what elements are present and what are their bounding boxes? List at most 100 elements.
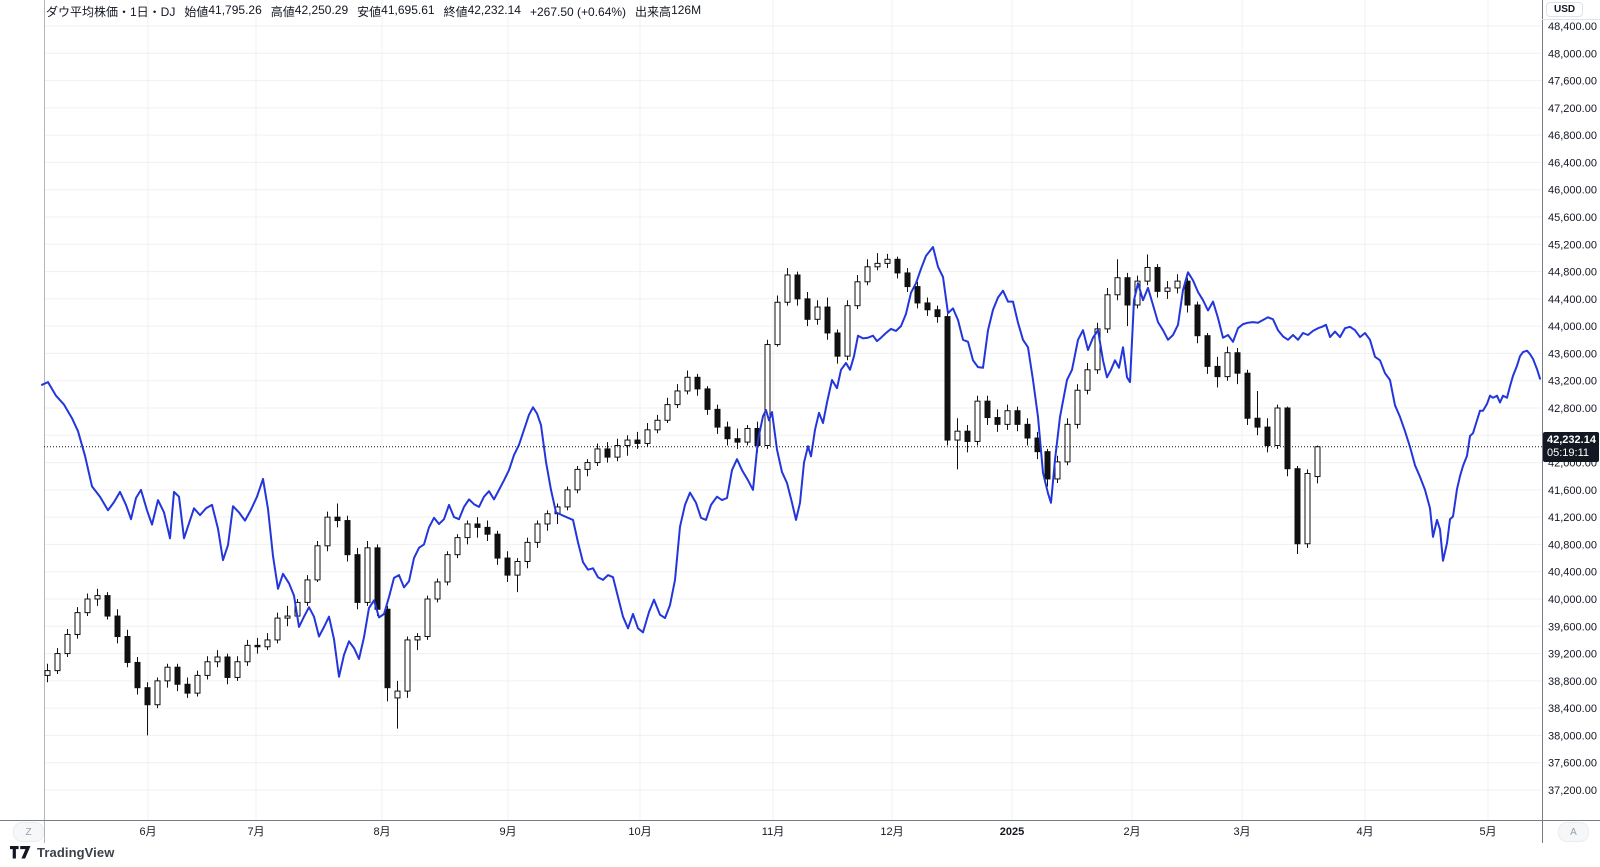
candlestick-series[interactable] (44, 253, 1321, 736)
candle-down (934, 309, 941, 318)
candle-up (624, 439, 631, 447)
candle-up (864, 266, 871, 283)
svg-text:48,000.00: 48,000.00 (1548, 48, 1597, 60)
svg-text:47,600.00: 47,600.00 (1548, 76, 1597, 88)
svg-text:46,000.00: 46,000.00 (1548, 185, 1597, 197)
candle-down (1204, 335, 1211, 367)
candle-down (1024, 423, 1031, 439)
time-axis[interactable]: 6月 7月 8月 9月 10月 11月 12月 2025 2月 3月 4月 5月 (139, 826, 1496, 838)
svg-text:45,200.00: 45,200.00 (1548, 239, 1597, 251)
svg-text:43,600.00: 43,600.00 (1548, 348, 1597, 360)
candle-up (814, 306, 821, 320)
candle-up (744, 427, 751, 443)
candle-down (114, 615, 121, 638)
candle-up (644, 429, 651, 444)
candle-down (714, 408, 721, 428)
candle-down (914, 286, 921, 304)
auto-scale-button[interactable]: A (1558, 822, 1589, 842)
svg-text:44,800.00: 44,800.00 (1548, 267, 1597, 279)
candle-down (994, 417, 1001, 425)
svg-text:38,400.00: 38,400.00 (1548, 703, 1597, 715)
svg-text:46,800.00: 46,800.00 (1548, 130, 1597, 142)
candle-up (434, 581, 441, 600)
svg-text:11月: 11月 (762, 826, 784, 838)
candle-up (264, 639, 271, 648)
svg-text:48,400.00: 48,400.00 (1548, 21, 1597, 33)
candle-down (1124, 277, 1131, 306)
svg-text:5月: 5月 (1479, 826, 1496, 838)
svg-text:3月: 3月 (1233, 826, 1250, 838)
candle-up (44, 670, 51, 676)
candle-up (974, 400, 981, 442)
candle-up (214, 656, 221, 663)
tradingview-logo-text: TradingView (37, 845, 115, 860)
tradingview-logo-icon (10, 846, 31, 859)
candle-down (224, 656, 231, 678)
svg-text:43,200.00: 43,200.00 (1548, 376, 1597, 388)
countdown-timer: 05:19:11 (1547, 447, 1590, 459)
candle-down (354, 554, 361, 603)
candle-up (314, 545, 321, 581)
candle-up (324, 516, 331, 547)
candle-down (1244, 372, 1251, 419)
candle-down (494, 533, 501, 559)
open-value: 始値 41,795.26 (184, 3, 262, 19)
time-axis-z-button[interactable]: Z (13, 822, 44, 842)
candle-up (1114, 277, 1121, 296)
svg-text:39,200.00: 39,200.00 (1548, 649, 1597, 661)
tradingview-logo[interactable]: TradingView (10, 845, 114, 860)
svg-text:37,200.00: 37,200.00 (1548, 785, 1597, 797)
candle-up (154, 680, 161, 706)
candle-down (1194, 304, 1201, 337)
svg-text:8月: 8月 (373, 826, 390, 838)
candle-down (724, 426, 731, 440)
candle-down (1254, 417, 1261, 428)
candle-down (964, 430, 971, 442)
candle-up (194, 674, 201, 694)
svg-text:6月: 6月 (139, 826, 156, 838)
candle-up (404, 639, 411, 692)
candle-down (484, 526, 491, 535)
comparison-line-series[interactable] (41, 246, 1541, 678)
candle-down (384, 608, 391, 689)
candle-down (1154, 266, 1161, 292)
candle-up (1054, 461, 1061, 480)
candle-up (774, 301, 781, 346)
candle-up (564, 489, 571, 508)
svg-text:37,600.00: 37,600.00 (1548, 758, 1597, 770)
candle-up (544, 513, 551, 525)
last-price-value: 42,232.14 (1547, 434, 1596, 446)
candle-up (1304, 472, 1311, 545)
currency-unit-chip[interactable]: USD (1546, 2, 1584, 17)
candle-up (654, 419, 661, 431)
svg-text:41,200.00: 41,200.00 (1548, 512, 1597, 524)
symbol-title[interactable]: ダウ平均株価・1日・DJ (46, 5, 176, 19)
candle-down (804, 298, 811, 320)
candle-up (64, 633, 71, 655)
candle-down (924, 302, 931, 311)
candle-up (1084, 369, 1091, 391)
candle-up (524, 541, 531, 562)
candle-up (534, 523, 541, 543)
candle-up (664, 404, 671, 421)
candle-up (454, 537, 461, 556)
price-axis[interactable]: 48,400.00 48,000.00 47,600.00 47,200.00 46,8… (1548, 21, 1597, 797)
symbol-legend[interactable]: ダウ平均株価・1日・DJ 始値 41,795.26 高値 42,250.29 安値 4… (46, 3, 701, 20)
candle-up (854, 281, 861, 307)
candle-up (584, 462, 591, 470)
svg-text:10月: 10月 (628, 826, 651, 838)
candle-down (694, 376, 701, 390)
candle-up (1004, 410, 1011, 425)
candle-up (684, 376, 691, 392)
change-value: +267.50 (+0.64%) (529, 4, 627, 19)
close-value: 終値 42,232.14 (443, 3, 521, 19)
candle-up (1164, 287, 1171, 292)
candle-down (254, 644, 261, 648)
candle-up (304, 579, 311, 603)
candle-down (1044, 451, 1051, 480)
candle-up (1144, 266, 1151, 282)
svg-text:12月: 12月 (880, 826, 903, 838)
grid-lines (44, 0, 1542, 843)
candle-down (734, 438, 741, 443)
